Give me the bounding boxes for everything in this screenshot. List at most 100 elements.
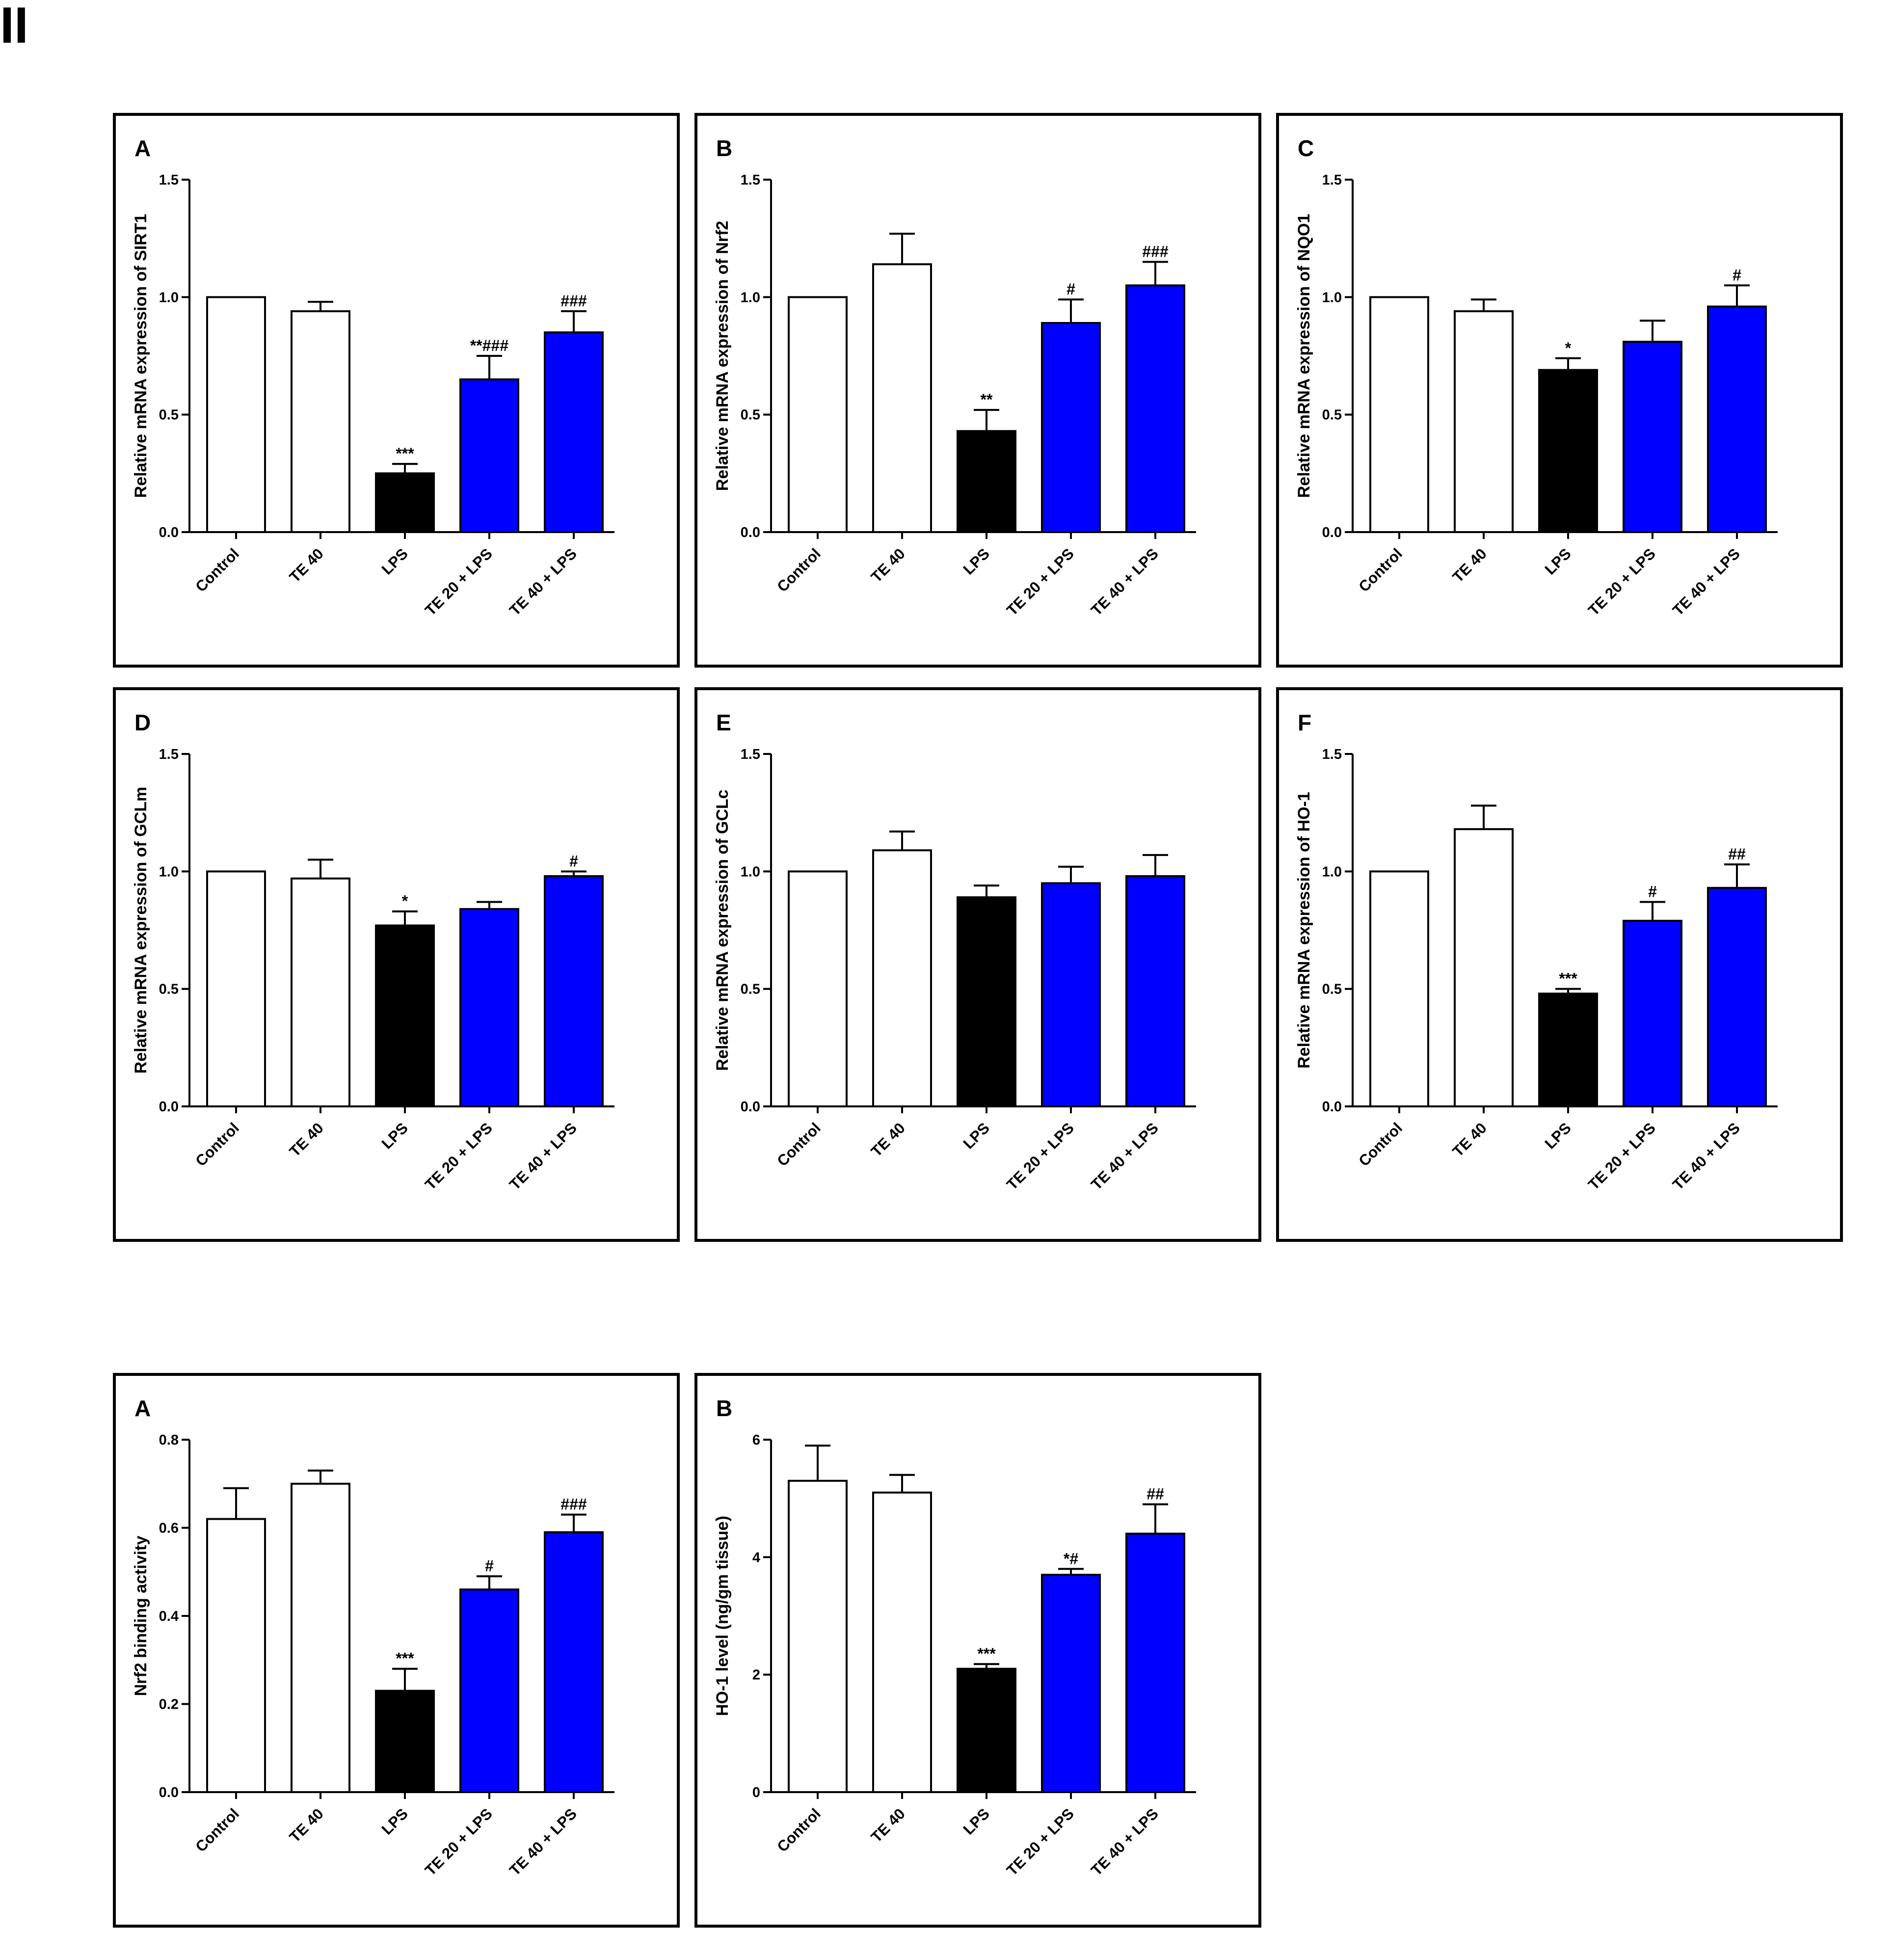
annotation-I-B-4: ### <box>1142 243 1169 261</box>
y-tick-label-I-A-1: 0.5 <box>159 407 179 423</box>
panel-I-F: F Relative mRNA expression of HO-1 0.0 0.5 1… <box>1276 687 1843 1242</box>
category-label-II-B-1: TE 40 <box>868 1805 908 1846</box>
panel-label-I-F: F <box>1298 710 1311 735</box>
bar-I-F-3 <box>1623 919 1682 1107</box>
category-label-I-B-2: LPS <box>960 545 993 578</box>
category-label-I-D-3: TE 20 + LPS <box>422 1119 496 1193</box>
annotation-I-C-2: * <box>1565 339 1572 357</box>
y-tick-label-II-A-2: 0.4 <box>159 1609 179 1624</box>
category-label-II-A-3: TE 20 + LPS <box>422 1805 496 1879</box>
y-tick-label-II-B-2: 4 <box>752 1550 760 1565</box>
y-axis-label-I-B: Relative mRNA expression of Nrf2 <box>713 221 732 491</box>
category-label-I-B-3: TE 20 + LPS <box>1003 545 1077 619</box>
annotation-I-C-4: # <box>1733 266 1741 284</box>
bar-I-E-2 <box>957 896 1016 1107</box>
bar-I-B-4 <box>1125 284 1185 533</box>
category-label-I-E-3: TE 20 + LPS <box>1003 1119 1077 1193</box>
chart-I-F-svg: F Relative mRNA expression of HO-1 0.0 0.5 1… <box>1295 710 1778 1193</box>
y-tick-label-I-F-2: 1.0 <box>1322 864 1342 880</box>
y-tick-label-I-C-1: 0.5 <box>1322 407 1342 423</box>
y-tick-label-I-D-1: 0.5 <box>159 982 179 997</box>
y-axis-label-I-D: Relative mRNA expression of GCLm <box>132 787 150 1074</box>
panel-label-I-C: C <box>1298 135 1314 161</box>
annotation-I-A-3: **### <box>470 337 509 354</box>
bar-I-E-4 <box>1125 875 1185 1107</box>
category-label-I-F-4: TE 40 + LPS <box>1669 1119 1743 1193</box>
bar-I-F-4 <box>1707 886 1767 1107</box>
y-tick-label-I-D-0: 0.0 <box>159 1099 179 1115</box>
category-label-I-C-3: TE 20 + LPS <box>1585 545 1659 619</box>
annotation-II-B-3: *# <box>1064 1550 1078 1567</box>
panel-label-I-A: A <box>134 135 151 161</box>
bar-I-A-3 <box>459 378 519 533</box>
category-label-I-C-1: TE 40 <box>1449 545 1490 586</box>
bar-I-D-1 <box>291 877 350 1107</box>
y-axis-label-I-A: Relative mRNA expression of SIRT1 <box>132 214 150 498</box>
bar-I-E-0 <box>788 870 848 1107</box>
category-label-I-E-2: LPS <box>960 1119 993 1152</box>
category-label-I-C-2: LPS <box>1542 545 1574 578</box>
annotation-I-A-4: ### <box>560 292 587 310</box>
chart-I-A-svg: A Relative mRNA expression of SIRT1 0.0 0.5… <box>132 135 614 619</box>
annotation-II-B-2: *** <box>977 1645 996 1663</box>
category-label-I-E-0: Control <box>773 1119 824 1170</box>
bar-II-A-1 <box>291 1482 350 1793</box>
category-label-I-F-2: LPS <box>1542 1119 1574 1152</box>
annotation-I-D-4: # <box>569 852 578 870</box>
annotation-II-A-3: # <box>485 1557 494 1575</box>
bar-II-B-4 <box>1125 1532 1185 1793</box>
category-label-I-F-0: Control <box>1355 1119 1406 1170</box>
category-label-I-C-0: Control <box>1355 545 1406 595</box>
chart-II-A-svg: A Nrf2 binding activity 0.0 0.2 0.4 0.6 0.8 Con… <box>132 1396 614 1879</box>
bar-I-E-1 <box>872 849 932 1107</box>
bar-I-C-4 <box>1707 305 1767 533</box>
category-label-I-B-4: TE 40 + LPS <box>1088 545 1162 619</box>
bar-I-F-2 <box>1538 993 1598 1107</box>
category-label-I-D-0: Control <box>192 1119 242 1170</box>
category-label-I-D-4: TE 40 + LPS <box>506 1119 580 1193</box>
panel-label-II-A: A <box>134 1396 151 1421</box>
bar-I-D-2 <box>375 924 435 1107</box>
category-label-II-B-2: LPS <box>960 1805 993 1838</box>
bar-II-A-3 <box>459 1588 519 1793</box>
category-label-II-B-0: Control <box>773 1805 824 1855</box>
bar-I-B-1 <box>872 263 932 533</box>
category-label-I-A-0: Control <box>192 545 242 595</box>
panel-II-B: B HO-1 level (ng/gm tissue) 0 2 4 6 Control TE … <box>694 1373 1261 1928</box>
category-label-I-A-4: TE 40 + LPS <box>506 545 580 619</box>
category-label-I-A-1: TE 40 <box>286 545 327 586</box>
category-label-I-D-2: LPS <box>378 1119 411 1152</box>
y-tick-label-I-E-0: 0.0 <box>741 1099 760 1115</box>
chart-I-D-svg: D Relative mRNA expression of GCLm 0.0 0.5 1… <box>132 710 614 1193</box>
bar-I-A-2 <box>375 472 435 533</box>
y-tick-label-I-C-3: 1.5 <box>1322 172 1342 188</box>
panel-I-C: C Relative mRNA expression of NQO1 0.0 0.5 1… <box>1276 113 1843 668</box>
y-tick-label-I-E-1: 0.5 <box>741 982 760 997</box>
bar-I-B-0 <box>788 296 848 533</box>
section-label-I: I <box>0 0 14 54</box>
y-tick-label-I-E-2: 1.0 <box>741 864 760 880</box>
bar-I-C-2 <box>1538 369 1598 533</box>
y-tick-label-I-D-2: 1.0 <box>159 864 179 880</box>
y-tick-label-I-F-3: 1.5 <box>1322 747 1342 762</box>
bar-I-C-1 <box>1454 310 1514 533</box>
category-label-I-A-3: TE 20 + LPS <box>422 545 496 619</box>
bar-I-D-0 <box>206 870 266 1107</box>
y-tick-label-II-A-0: 0.0 <box>159 1785 179 1800</box>
bar-II-A-0 <box>206 1518 266 1793</box>
annotation-I-D-2: * <box>402 892 408 910</box>
category-label-I-B-1: TE 40 <box>868 545 908 586</box>
bar-II-A-2 <box>375 1690 435 1794</box>
y-axis-label-I-F: Relative mRNA expression of HO-1 <box>1295 792 1313 1069</box>
category-label-I-B-0: Control <box>773 545 824 595</box>
bar-I-A-1 <box>291 310 350 533</box>
y-tick-label-I-C-2: 1.0 <box>1322 290 1342 305</box>
annotation-I-F-3: # <box>1648 883 1657 901</box>
y-tick-label-I-B-0: 0.0 <box>741 525 760 540</box>
y-tick-label-I-A-2: 1.0 <box>159 290 179 305</box>
category-label-II-A-0: Control <box>192 1805 242 1855</box>
bar-I-F-0 <box>1369 870 1429 1107</box>
bar-I-B-2 <box>957 430 1016 533</box>
bar-I-D-3 <box>459 908 519 1107</box>
bar-I-D-4 <box>544 875 604 1107</box>
